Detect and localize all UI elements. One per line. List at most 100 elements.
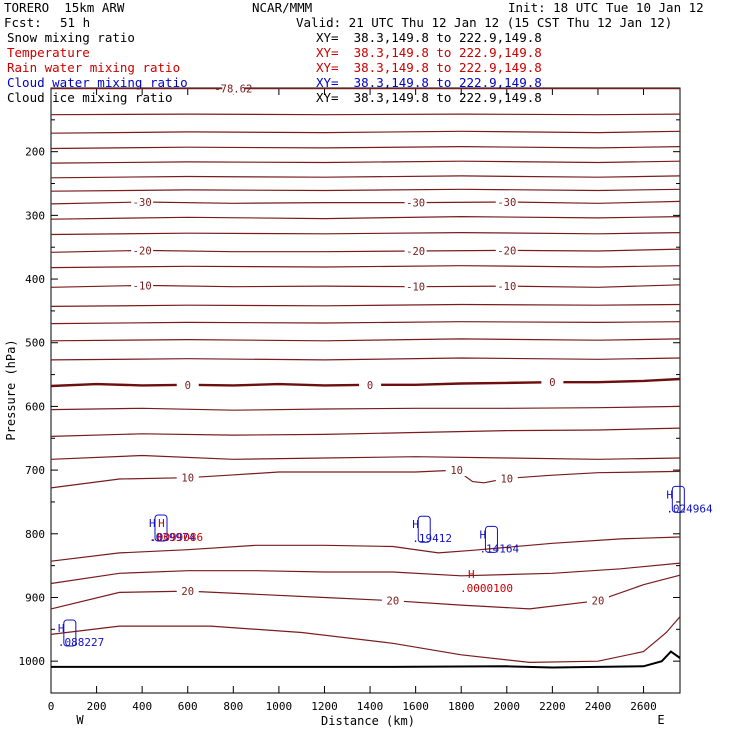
isotherm-label-bg [176, 585, 199, 598]
valid-label: Valid: 21 UTC Thu 12 Jan 12 (15 CST Thu … [296, 15, 673, 30]
isotherm-label: 20 [181, 586, 194, 598]
field-xy-rain: XY= 38.3,149.8 to 222.9,149.8 [316, 60, 542, 75]
x-end-label-west: W [76, 713, 84, 727]
isotherm-line [50, 405, 681, 411]
isotherm-label-bg [495, 195, 518, 208]
y-axis-label: Pressure (hPa) [4, 339, 18, 440]
cloud-water-contour [154, 514, 168, 542]
isotherm-line [50, 454, 681, 460]
isotherm-label: 10 [500, 473, 513, 485]
isotherm-line [50, 113, 681, 116]
y-tick-label: 800 [25, 528, 45, 541]
isotherm-label: 20 [592, 596, 605, 608]
isotherm-line [50, 215, 681, 220]
field-xy-temperature: XY= 38.3,149.8 to 222.9,149.8 [316, 45, 542, 60]
isotherm-line [50, 265, 681, 269]
x-end-label-east: E [657, 713, 664, 727]
field-name-cloud-ice: Cloud ice mixing ratio [7, 90, 173, 105]
y-tick-label: 300 [25, 209, 45, 222]
isotherm-line [50, 231, 681, 236]
org-label: NCAR/MMM [252, 0, 313, 15]
isotherm-label-bg [131, 244, 154, 257]
x-tick-label: 2000 [494, 700, 521, 713]
isotherm-label: -10 [497, 281, 516, 293]
cloud-water-max-label: .024964 [666, 502, 713, 515]
field-xy-cloud-water: XY= 38.3,149.8 to 222.9,149.8 [316, 75, 542, 90]
plot-layer: 0 200 400 600 800 1000 1200 1400 1600 1800 2000 220… [19, 82, 713, 713]
cloud-water-max-marker: H [149, 517, 156, 530]
isotherm-label: 10 [450, 465, 463, 477]
isotherm-label-bg [495, 244, 518, 257]
x-tick-label: 2200 [539, 700, 566, 713]
isotherm-label: -30 [133, 197, 152, 209]
x-tick-label: 1800 [448, 700, 475, 713]
rain-water-max-label: .0000100 [460, 582, 513, 595]
y-tick-label: 1000 [19, 655, 46, 668]
isotherm-line [50, 574, 681, 610]
isotherm-label-bg [131, 195, 154, 208]
x-tick-label: 200 [87, 700, 107, 713]
isotherm-line [50, 427, 681, 437]
isotherm-line [50, 562, 681, 585]
isotherm-label: -20 [497, 245, 516, 257]
isotherm-label: 0 [185, 380, 191, 392]
isotherm-line [50, 357, 681, 361]
cloud-water-contour [417, 515, 431, 543]
isotherm-label-bg [176, 378, 199, 391]
x-tick-label: 1400 [357, 700, 384, 713]
isotherm-label-bg [445, 464, 468, 477]
x-tick-label: 2400 [585, 700, 612, 713]
isotherm-line [50, 536, 681, 562]
cloud-water-contour [63, 619, 77, 647]
field-xy-snow: XY= 38.3,149.8 to 222.9,149.8 [316, 30, 542, 45]
x-tick-label: 600 [178, 700, 198, 713]
isotherm-line [50, 160, 681, 164]
isotherm-label-bg [404, 196, 427, 209]
isotherm-label-bg [359, 378, 382, 391]
isotherm-label-bg [495, 280, 518, 293]
x-tick-label: 1000 [266, 700, 293, 713]
rain-water-max-marker: H [468, 568, 475, 581]
x-tick-label: 1200 [311, 700, 338, 713]
model-label: TORERO 15km ARW [4, 0, 125, 15]
cloud-water-contour [671, 485, 685, 513]
isotherm-line [50, 469, 681, 489]
rain-water-max-label: .0099086 [150, 531, 203, 544]
isotherm-label: 20 [387, 596, 400, 608]
init-label: Init: 18 UTC Tue 10 Jan 12 [508, 0, 704, 15]
isotherm-line [50, 145, 681, 150]
isotherm-label: 10 [181, 473, 194, 485]
field-name-rain: Rain water mixing ratio [7, 60, 181, 75]
isotherm-label-bg [495, 472, 518, 485]
cloud-water-max-label: .088227 [58, 636, 104, 649]
field-name-snow: Snow mixing ratio [7, 30, 135, 45]
isotherm-label: -20 [406, 246, 425, 258]
x-tick-label: 400 [132, 700, 152, 713]
isotherm-line [50, 188, 681, 192]
isotherm-label-bg [541, 376, 564, 389]
y-tick-label: 200 [25, 146, 45, 159]
isotherm-label: -30 [406, 198, 425, 210]
y-tick-label: 600 [25, 400, 45, 413]
isotherm-line [50, 175, 681, 179]
isotherm-line [50, 130, 681, 134]
isotherm-label-bg [176, 471, 199, 484]
isotherm-label-bg [404, 245, 427, 258]
field-name-cloud-water: Cloud water mixing ratio [7, 75, 188, 90]
isotherm-label-bg [222, 82, 245, 95]
isotherm-line [50, 321, 681, 325]
cloud-water-max-marker: H [666, 488, 673, 501]
isotherm-line [50, 616, 681, 664]
isotherm-label: -20 [133, 245, 152, 257]
isotherm-label: -10 [133, 280, 152, 292]
terrain-line [51, 650, 681, 669]
x-tick-label: 2600 [630, 700, 657, 713]
field-name-temperature: Temperature [7, 45, 90, 60]
cloud-water-max-marker: H [58, 622, 65, 635]
y-tick-label: 700 [25, 464, 45, 477]
isotherm-line [50, 248, 681, 253]
x-tick-label: 800 [223, 700, 243, 713]
cloud-water-max-marker: H [412, 518, 419, 531]
isotherm-line [50, 284, 681, 288]
